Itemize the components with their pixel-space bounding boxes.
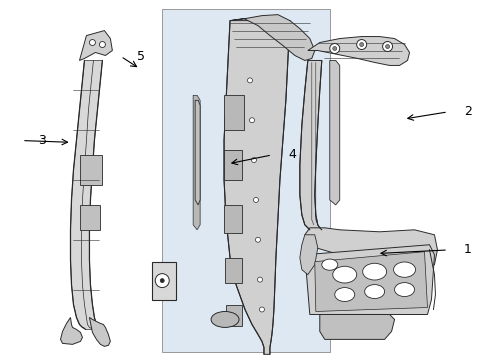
- Bar: [226, 305, 242, 327]
- Polygon shape: [195, 100, 200, 205]
- Polygon shape: [305, 245, 435, 315]
- Text: 3: 3: [38, 134, 46, 147]
- Bar: [224, 95, 244, 130]
- Polygon shape: [152, 262, 176, 300]
- Bar: [224, 205, 242, 233]
- Circle shape: [333, 46, 337, 50]
- Polygon shape: [193, 95, 200, 230]
- Circle shape: [253, 197, 258, 202]
- Circle shape: [386, 45, 390, 49]
- Text: 4: 4: [288, 148, 296, 161]
- Circle shape: [99, 41, 105, 48]
- Bar: [80, 205, 100, 230]
- Bar: [224, 150, 242, 180]
- Circle shape: [160, 279, 164, 283]
- Polygon shape: [224, 21, 290, 354]
- Circle shape: [90, 40, 96, 45]
- Circle shape: [247, 78, 252, 83]
- Ellipse shape: [211, 311, 239, 328]
- Polygon shape: [308, 37, 410, 66]
- Ellipse shape: [335, 288, 355, 302]
- Polygon shape: [90, 318, 110, 346]
- Polygon shape: [315, 252, 427, 311]
- Circle shape: [260, 307, 265, 312]
- Circle shape: [249, 118, 254, 123]
- Polygon shape: [300, 60, 322, 230]
- Polygon shape: [79, 31, 112, 60]
- Ellipse shape: [394, 283, 415, 297]
- Circle shape: [255, 237, 261, 242]
- Polygon shape: [230, 15, 315, 60]
- Circle shape: [360, 42, 364, 46]
- Circle shape: [155, 274, 169, 288]
- Ellipse shape: [393, 262, 416, 277]
- Bar: [225, 258, 242, 283]
- Polygon shape: [61, 318, 82, 345]
- Ellipse shape: [333, 266, 357, 283]
- Polygon shape: [71, 60, 102, 329]
- Ellipse shape: [363, 263, 387, 280]
- Text: 2: 2: [464, 105, 472, 118]
- Polygon shape: [162, 9, 330, 352]
- Ellipse shape: [322, 259, 338, 270]
- Circle shape: [330, 44, 340, 54]
- Polygon shape: [320, 315, 394, 339]
- Polygon shape: [305, 228, 438, 270]
- Circle shape: [383, 41, 392, 51]
- Circle shape: [251, 158, 256, 163]
- Circle shape: [357, 40, 367, 50]
- Text: 1: 1: [464, 243, 472, 256]
- Bar: [80, 155, 102, 185]
- Circle shape: [257, 277, 263, 282]
- Polygon shape: [300, 235, 318, 275]
- Polygon shape: [330, 60, 340, 205]
- Ellipse shape: [365, 285, 385, 298]
- Text: 5: 5: [137, 50, 145, 63]
